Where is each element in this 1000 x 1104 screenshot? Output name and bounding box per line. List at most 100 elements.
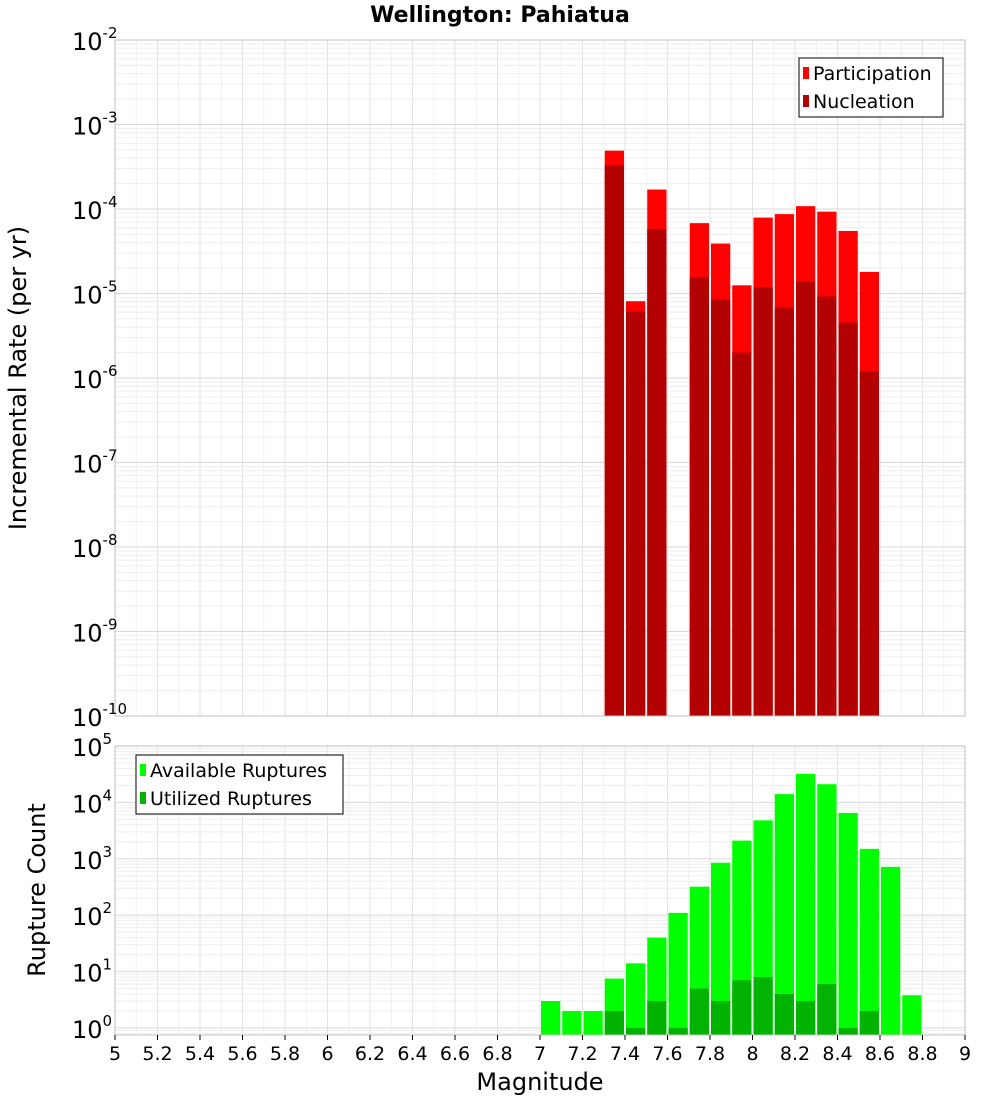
bottom-y-tick-label: 102 <box>72 899 112 931</box>
legend-swatch-nucleation <box>803 95 809 107</box>
bottom-bar-available-ruptures <box>817 784 837 1035</box>
bottom-bar-available-ruptures <box>774 794 794 1035</box>
x-tick-label: 8.6 <box>865 1043 895 1065</box>
top-bar-nucleation <box>753 287 773 716</box>
x-tick-label: 5.2 <box>142 1043 172 1065</box>
bottom-bars <box>541 773 922 1035</box>
top-bar-nucleation <box>732 352 752 716</box>
x-tick-label: 5 <box>109 1043 121 1065</box>
bottom-bar-available-ruptures <box>541 1001 561 1035</box>
top-bar-nucleation <box>859 371 879 716</box>
top-y-tick-label: 10-4 <box>72 193 118 225</box>
bottom-bar-available-ruptures <box>859 848 879 1035</box>
x-tick-label: 6.6 <box>440 1043 470 1065</box>
x-tick-label: 8.2 <box>780 1043 810 1065</box>
legend-label-participation: Participation <box>813 63 932 85</box>
bottom-bar-available-ruptures <box>668 912 688 1035</box>
bottom-legend-box <box>135 754 344 815</box>
bottom-bar-available-ruptures <box>583 1010 603 1035</box>
top-bar-nucleation <box>626 311 646 716</box>
legend-swatch-available-ruptures <box>140 764 146 776</box>
x-tick-label: 7 <box>534 1043 546 1065</box>
top-gridlines <box>114 40 966 717</box>
bottom-bar-utilized-ruptures <box>689 988 709 1035</box>
legend-label-utilized-ruptures: Utilized Ruptures <box>150 788 312 810</box>
top-bar-nucleation <box>711 299 731 716</box>
bottom-bar-available-ruptures <box>562 1010 582 1035</box>
bottom-bar-utilized-ruptures <box>817 984 837 1035</box>
top-y-ticks: 10-10 10-9 10-8 10-7 10-6 10-5 10-4 10-3 10-2 <box>72 24 127 732</box>
bottom-bar-available-ruptures <box>881 866 901 1035</box>
top-y-tick-label: 10-2 <box>72 24 118 56</box>
bottom-y-tick-label: 105 <box>72 730 112 762</box>
x-tick-label: 6 <box>321 1043 333 1065</box>
bottom-bar-utilized-ruptures <box>774 994 794 1035</box>
top-bar-nucleation <box>817 296 837 716</box>
bottom-plot-area: 100 101 102 103 104 105 5 5.2 5.4 5.6 5.8 6 6.2 6.4 6… <box>23 730 971 1096</box>
x-tick-label: 6.8 <box>482 1043 512 1065</box>
bottom-y-ticks: 100 101 102 103 104 105 <box>72 730 112 1044</box>
bottom-bar-utilized-ruptures <box>796 1001 816 1035</box>
bottom-bar-utilized-ruptures <box>859 1010 879 1035</box>
legend-label-nucleation: Nucleation <box>813 91 915 113</box>
top-legend-box <box>798 57 944 118</box>
x-tick-label: 7.8 <box>695 1043 725 1065</box>
top-bar-nucleation <box>774 307 794 716</box>
bottom-bar-utilized-ruptures <box>604 1010 624 1035</box>
bottom-bar-available-ruptures <box>838 812 858 1035</box>
x-tick-label: 7.2 <box>567 1043 597 1065</box>
bottom-bar-available-ruptures <box>902 995 922 1035</box>
x-tick-label: 9 <box>959 1043 971 1065</box>
bottom-y-axis-label: Rupture Count <box>23 803 51 977</box>
top-bar-nucleation <box>689 277 709 716</box>
top-y-tick-label: 10-10 <box>72 700 127 732</box>
top-plot-frame <box>114 39 966 717</box>
bottom-legend: Available Ruptures Utilized Ruptures <box>135 754 344 815</box>
bottom-bar-utilized-ruptures <box>626 1027 646 1035</box>
x-tick-label: 6.4 <box>397 1043 427 1065</box>
top-y-tick-label: 10-6 <box>72 362 118 394</box>
bottom-x-ticks: 5 5.2 5.4 5.6 5.8 6 6.2 6.4 6.6 6.8 7 7.2 7.4 7.6 7.8 8… <box>109 1035 971 1065</box>
legend-swatch-participation <box>803 67 809 79</box>
bottom-y-tick-label: 100 <box>72 1012 112 1044</box>
x-tick-label: 5.4 <box>185 1043 215 1065</box>
legend-swatch-utilized-ruptures <box>140 792 146 804</box>
top-bars <box>604 150 879 717</box>
bottom-y-tick-label: 103 <box>72 843 112 875</box>
top-y-tick-label: 10-3 <box>72 109 118 141</box>
bottom-bar-utilized-ruptures <box>753 977 773 1035</box>
top-bar-nucleation <box>838 322 858 716</box>
bottom-bar-utilized-ruptures <box>711 1001 731 1035</box>
bottom-bar-utilized-ruptures <box>647 1001 667 1035</box>
chart-title: Wellington: Pahiatua <box>370 3 630 28</box>
bottom-bar-available-ruptures <box>711 862 731 1035</box>
top-y-tick-label: 10-7 <box>72 447 118 479</box>
x-tick-label: 8.4 <box>822 1043 852 1065</box>
top-y-tick-label: 10-5 <box>72 278 118 310</box>
bottom-bar-utilized-ruptures <box>838 1027 858 1035</box>
bottom-gridlines <box>114 746 966 1035</box>
legend-label-available-ruptures: Available Ruptures <box>150 760 327 782</box>
bottom-bar-utilized-ruptures <box>732 980 752 1035</box>
top-bar-nucleation <box>796 281 816 716</box>
x-tick-label: 7.6 <box>652 1043 682 1065</box>
top-legend: Participation Nucleation <box>798 57 944 118</box>
x-tick-label: 6.2 <box>355 1043 385 1065</box>
x-tick-label: 7.4 <box>610 1043 640 1065</box>
top-y-tick-label: 10-8 <box>72 531 118 563</box>
top-bar-nucleation <box>604 165 624 717</box>
bottom-bar-available-ruptures <box>796 773 816 1035</box>
x-tick-label: 8.8 <box>907 1043 937 1065</box>
bottom-y-tick-label: 101 <box>72 956 112 988</box>
x-axis-label: Magnitude <box>476 1068 603 1096</box>
bottom-y-tick-label: 104 <box>72 786 112 818</box>
top-y-axis-label: Incremental Rate (per yr) <box>4 226 32 530</box>
bottom-bar-available-ruptures <box>626 963 646 1035</box>
top-bar-nucleation <box>647 228 667 716</box>
x-tick-label: 8 <box>746 1043 758 1065</box>
x-tick-label: 5.6 <box>227 1043 257 1065</box>
top-plot-area: 10-10 10-9 10-8 10-7 10-6 10-5 10-4 10-3 10-2 In… <box>4 24 966 732</box>
bottom-bar-utilized-ruptures <box>668 1027 688 1035</box>
